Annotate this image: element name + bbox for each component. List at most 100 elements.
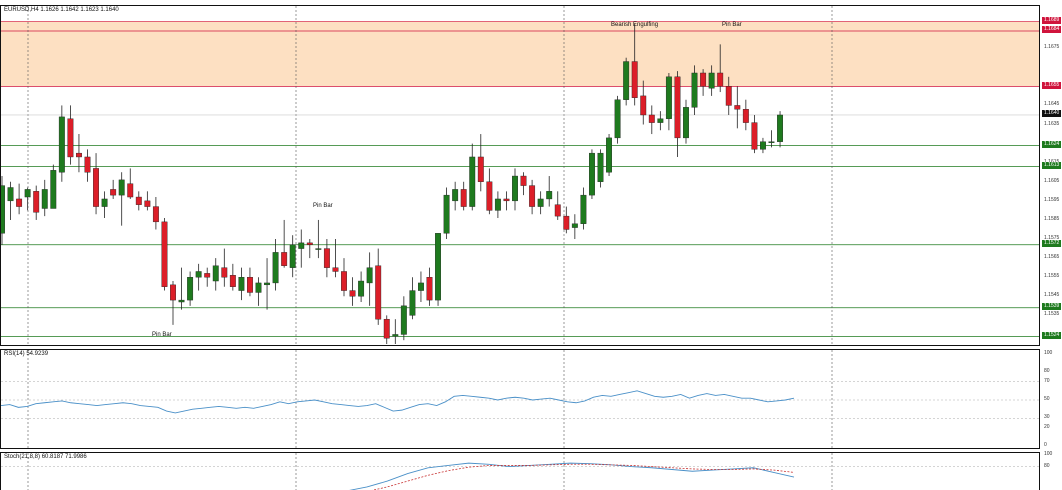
candle xyxy=(298,229,305,268)
rsi-indicator-pane[interactable]: RSI(14) 54.9239 xyxy=(0,349,1040,449)
candle xyxy=(742,99,749,131)
candle xyxy=(255,277,262,306)
candle xyxy=(452,181,459,211)
candle xyxy=(717,44,724,93)
rsi-tick-label: 20 xyxy=(1044,423,1050,430)
candle xyxy=(760,137,766,154)
stochastic-indicator-pane[interactable]: Stoch(21,8,8) 60.8187 71.9986 xyxy=(0,452,1040,490)
candle-body-bear xyxy=(486,181,493,211)
candle-body-bull xyxy=(400,305,407,335)
candle xyxy=(264,258,270,310)
candle xyxy=(127,168,134,199)
candle-body-bull xyxy=(760,141,766,150)
price-tick-label: 1.1635 xyxy=(1044,120,1060,127)
price-tick-label: 1.1555 xyxy=(1044,273,1060,280)
candle xyxy=(358,271,365,303)
price-level-badge: 1.1689 xyxy=(1042,16,1062,24)
candle xyxy=(435,233,441,306)
candle xyxy=(1,176,5,245)
stoch-tick-label: 80 xyxy=(1044,462,1050,469)
price-tick-label: 1.1595 xyxy=(1044,196,1060,203)
candle xyxy=(486,168,493,215)
rsi-tick-label: 100 xyxy=(1044,350,1053,356)
candle xyxy=(426,267,433,306)
candle-body-bear xyxy=(170,284,176,301)
candle-body-bull xyxy=(366,267,373,284)
candle xyxy=(84,149,91,182)
candle xyxy=(323,239,330,278)
stoch-tick-label: 100 xyxy=(1044,451,1053,457)
candle xyxy=(24,187,31,211)
candle xyxy=(93,153,100,215)
candle-body-bull xyxy=(469,156,476,207)
candle-body-bull xyxy=(289,244,296,268)
candle-body-bull xyxy=(768,141,775,143)
candle-body-bull xyxy=(452,189,459,202)
price-chart-canvas[interactable] xyxy=(1,6,1040,346)
candle-body-bull xyxy=(118,179,125,196)
candle xyxy=(349,277,356,306)
stochastic-header: Stoch(21,8,8) 60.8187 71.9986 xyxy=(4,454,87,460)
candle-body-bull xyxy=(614,99,621,139)
candle xyxy=(512,168,518,211)
candle xyxy=(768,130,775,148)
chart-symbol-header: EURUSD,H4 1.1626 1.1642 1.1623 1.1640 xyxy=(4,7,119,13)
price-level-badge: 1.1684 xyxy=(1042,26,1062,34)
candle-body-bear xyxy=(717,72,724,87)
candle-body-bear xyxy=(563,215,570,230)
candle-body-bull xyxy=(392,334,399,337)
candle-body-bear xyxy=(161,221,168,287)
candle-body-bear xyxy=(529,185,536,207)
stochastic-canvas[interactable] xyxy=(1,453,1040,490)
candle-body-bull xyxy=(264,282,270,286)
price-level-badge: 1.1539 xyxy=(1042,303,1062,311)
candle xyxy=(614,95,621,144)
candle xyxy=(110,179,117,199)
candle xyxy=(469,143,476,211)
candle-body-bear xyxy=(520,175,527,186)
candle-body-bear xyxy=(75,152,82,158)
candle xyxy=(383,315,390,344)
candle xyxy=(50,164,57,209)
price-tick-label: 1.1545 xyxy=(1044,292,1060,299)
price-level-badge: 1.1524 xyxy=(1042,331,1062,339)
candle-body-bull xyxy=(683,107,689,139)
candle xyxy=(700,69,707,96)
candle xyxy=(725,76,732,115)
price-level-badge: 1.1624 xyxy=(1042,141,1062,148)
candle xyxy=(443,187,450,240)
candle-body-bull xyxy=(623,61,630,100)
candle xyxy=(144,191,151,211)
candle xyxy=(460,181,467,211)
rsi-canvas[interactable] xyxy=(1,350,1040,449)
candle xyxy=(101,191,108,219)
candle xyxy=(777,111,783,148)
candle-body-bull xyxy=(546,191,553,200)
candle-body-bear xyxy=(152,206,159,223)
rsi-tick-label: 80 xyxy=(1044,368,1050,375)
candle xyxy=(289,235,296,278)
candle-body-bear xyxy=(341,271,347,291)
candle-body-bull xyxy=(272,252,279,284)
candle-body-bear xyxy=(246,277,253,293)
candle-body-bear xyxy=(734,105,741,110)
candle-body-bull xyxy=(315,248,322,250)
candle-body-bull xyxy=(50,170,57,209)
candle-body-bull xyxy=(418,282,424,291)
candle xyxy=(41,179,48,217)
candle xyxy=(178,267,185,310)
price-chart-pane[interactable]: EURUSD,H4 1.1626 1.1642 1.1623 1.1640 Be… xyxy=(0,5,1040,346)
candle-body-bear xyxy=(332,267,339,272)
candle xyxy=(58,105,65,182)
price-tick-label: 1.1675 xyxy=(1044,44,1060,51)
candle xyxy=(691,65,698,115)
price-axis[interactable]: 1.1675 1.1655 1.1645 1.1635 1.1615 1.1605 1.15… xyxy=(1041,0,1062,490)
candle xyxy=(204,267,211,287)
candle-body-bull xyxy=(571,223,578,228)
candle-body-bear xyxy=(674,76,681,139)
candle-body-bull xyxy=(708,72,715,89)
candle-body-bear xyxy=(503,198,510,202)
candle xyxy=(606,134,612,177)
price-tick-label: 1.1615 xyxy=(1044,159,1059,165)
resistance-zone xyxy=(1,21,1039,87)
